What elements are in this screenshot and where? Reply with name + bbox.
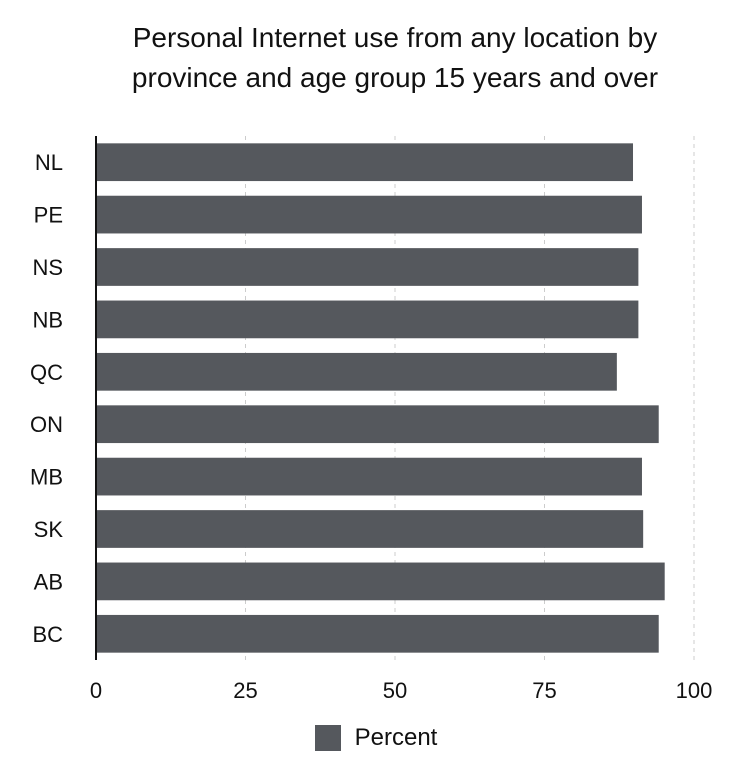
- y-tick-label: ON: [30, 412, 63, 437]
- x-tick-label: 0: [90, 678, 102, 703]
- chart-title: Personal Internet use from any location …: [131, 22, 659, 93]
- legend: Percent: [0, 724, 752, 752]
- y-tick-label: SK: [34, 517, 64, 542]
- bar: [96, 195, 642, 234]
- y-tick-label: NS: [32, 255, 63, 280]
- bar: [96, 352, 617, 391]
- x-tick-label: 75: [532, 678, 556, 703]
- bar: [96, 510, 644, 548]
- bar: [96, 457, 642, 496]
- y-tick-label: NL: [35, 150, 63, 175]
- bar: [96, 248, 639, 286]
- bar: [96, 143, 634, 182]
- y-tick-label: PE: [34, 203, 63, 228]
- y-tick-label: BC: [32, 622, 63, 647]
- legend-swatch: [314, 725, 341, 751]
- bar: [96, 300, 639, 339]
- bar: [96, 614, 659, 653]
- x-tick-label: 100: [676, 678, 713, 703]
- bar: [96, 562, 665, 601]
- x-tick-label: 25: [233, 678, 257, 703]
- legend-label: Percent: [354, 724, 438, 751]
- y-tick-label: QC: [30, 360, 63, 385]
- y-tick-label: NB: [32, 307, 63, 332]
- y-tick-label: AB: [34, 569, 63, 594]
- y-tick-label: MB: [30, 465, 63, 490]
- bar: [96, 405, 659, 444]
- x-tick-label: 50: [383, 678, 407, 703]
